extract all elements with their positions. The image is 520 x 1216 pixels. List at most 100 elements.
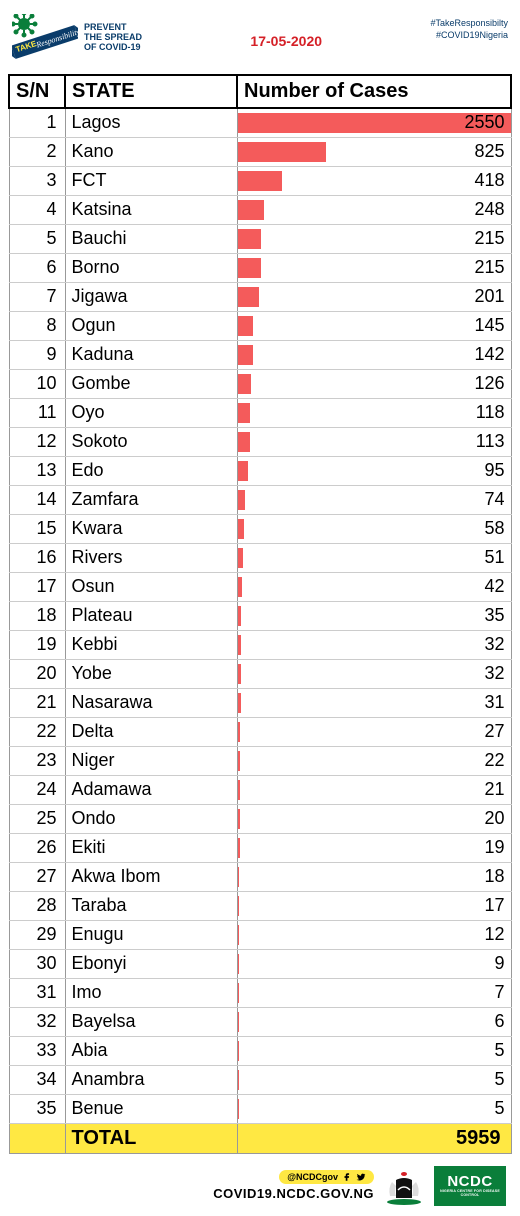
table-row: 22Delta27 [9, 717, 511, 746]
row-sn: 20 [9, 659, 65, 688]
cases-bar [238, 1012, 239, 1032]
row-cases-cell: 22 [237, 746, 511, 775]
table-row: 11Oyo118 [9, 398, 511, 427]
row-state: Osun [65, 572, 237, 601]
row-cases-value: 32 [484, 662, 504, 686]
row-cases-cell: 74 [237, 485, 511, 514]
row-cases-value: 418 [474, 169, 504, 193]
row-cases-value: 6 [494, 1010, 504, 1034]
row-cases-value: 19 [484, 836, 504, 860]
row-state: Nasarawa [65, 688, 237, 717]
cases-bar [238, 896, 240, 916]
total-label: TOTAL [65, 1123, 237, 1153]
cases-bar [238, 606, 242, 626]
row-cases-cell: 5 [237, 1065, 511, 1094]
row-cases-cell: 51 [237, 543, 511, 572]
table-row: 16Rivers51 [9, 543, 511, 572]
hashtags: #TakeResponsibilty #COVID19Nigeria [430, 18, 508, 41]
table-header-row: S/N STATE Number of Cases [9, 75, 511, 108]
table-row: 2Kano825 [9, 137, 511, 166]
table-row: 32Bayelsa6 [9, 1007, 511, 1036]
site-url: COVID19.NCDC.GOV.NG [213, 1186, 374, 1201]
row-cases-cell: 19 [237, 833, 511, 862]
cases-bar [238, 316, 254, 336]
cases-table: S/N STATE Number of Cases 1Lagos25502Kan… [8, 74, 512, 1154]
row-cases-cell: 17 [237, 891, 511, 920]
row-cases-cell: 7 [237, 978, 511, 1007]
social-handle-badge: @NCDCgov [279, 1170, 374, 1184]
table-row: 19Kebbi32 [9, 630, 511, 659]
row-cases-cell: 118 [237, 398, 511, 427]
virus-ribbon-icon: TAKE Responsibility [12, 14, 78, 62]
table-row: 1Lagos2550 [9, 108, 511, 137]
cases-bar [238, 171, 283, 191]
row-sn: 4 [9, 195, 65, 224]
table-row: 4Katsina248 [9, 195, 511, 224]
row-cases-cell: 21 [237, 775, 511, 804]
row-cases-value: 35 [484, 604, 504, 628]
row-sn: 11 [9, 398, 65, 427]
row-state: Rivers [65, 543, 237, 572]
table-row: 18Plateau35 [9, 601, 511, 630]
row-cases-cell: 6 [237, 1007, 511, 1036]
row-cases-value: 74 [484, 488, 504, 512]
row-sn: 2 [9, 137, 65, 166]
table-row: 35Benue5 [9, 1094, 511, 1123]
twitter-icon [356, 1172, 366, 1182]
row-sn: 28 [9, 891, 65, 920]
row-cases-value: 825 [474, 140, 504, 164]
row-state: Benue [65, 1094, 237, 1123]
row-cases-cell: 5 [237, 1094, 511, 1123]
cases-bar [238, 838, 240, 858]
row-state: Borno [65, 253, 237, 282]
svg-text:Responsibility: Responsibility [34, 27, 78, 50]
ncdc-logo-subtext: NIGERIA CENTRE FOR DISEASE CONTROL [434, 1190, 506, 1198]
row-sn: 32 [9, 1007, 65, 1036]
row-cases-value: 12 [484, 923, 504, 947]
row-state: Plateau [65, 601, 237, 630]
row-sn: 33 [9, 1036, 65, 1065]
table-row: 21Nasarawa 31 [9, 688, 511, 717]
row-cases-cell: 58 [237, 514, 511, 543]
table-row: 28Taraba17 [9, 891, 511, 920]
row-state: Kaduna [65, 340, 237, 369]
row-cases-value: 17 [484, 894, 504, 918]
cases-bar [238, 345, 253, 365]
table-row: 17Osun 42 [9, 572, 511, 601]
row-cases-cell: 9 [237, 949, 511, 978]
row-state: FCT [65, 166, 237, 195]
cases-bar [238, 461, 248, 481]
table-row: 3FCT418 [9, 166, 511, 195]
row-cases-value: 215 [474, 256, 504, 280]
row-sn: 21 [9, 688, 65, 717]
row-cases-cell: 418 [237, 166, 511, 195]
row-sn: 6 [9, 253, 65, 282]
row-state: Ogun [65, 311, 237, 340]
row-sn: 17 [9, 572, 65, 601]
row-cases-cell: 215 [237, 224, 511, 253]
row-sn: 7 [9, 282, 65, 311]
row-cases-cell: 35 [237, 601, 511, 630]
prevent-line-3: OF COVID-19 [84, 43, 142, 53]
row-sn: 25 [9, 804, 65, 833]
row-state: Kwara [65, 514, 237, 543]
cases-bar [238, 925, 239, 945]
row-sn: 35 [9, 1094, 65, 1123]
row-sn: 29 [9, 920, 65, 949]
row-cases-value: 145 [474, 314, 504, 338]
total-value: 5959 [237, 1123, 511, 1153]
cases-bar [238, 229, 261, 249]
cases-bar [238, 983, 239, 1003]
row-sn: 16 [9, 543, 65, 572]
row-sn: 27 [9, 862, 65, 891]
cases-bar [238, 519, 244, 539]
cases-bar [238, 432, 250, 452]
row-sn: 24 [9, 775, 65, 804]
row-sn: 23 [9, 746, 65, 775]
row-cases-value: 42 [484, 575, 504, 599]
row-state: Niger [65, 746, 237, 775]
row-state: Katsina [65, 195, 237, 224]
cases-bar [238, 548, 243, 568]
row-cases-value: 31 [484, 691, 504, 715]
row-cases-cell: 32 [237, 659, 511, 688]
